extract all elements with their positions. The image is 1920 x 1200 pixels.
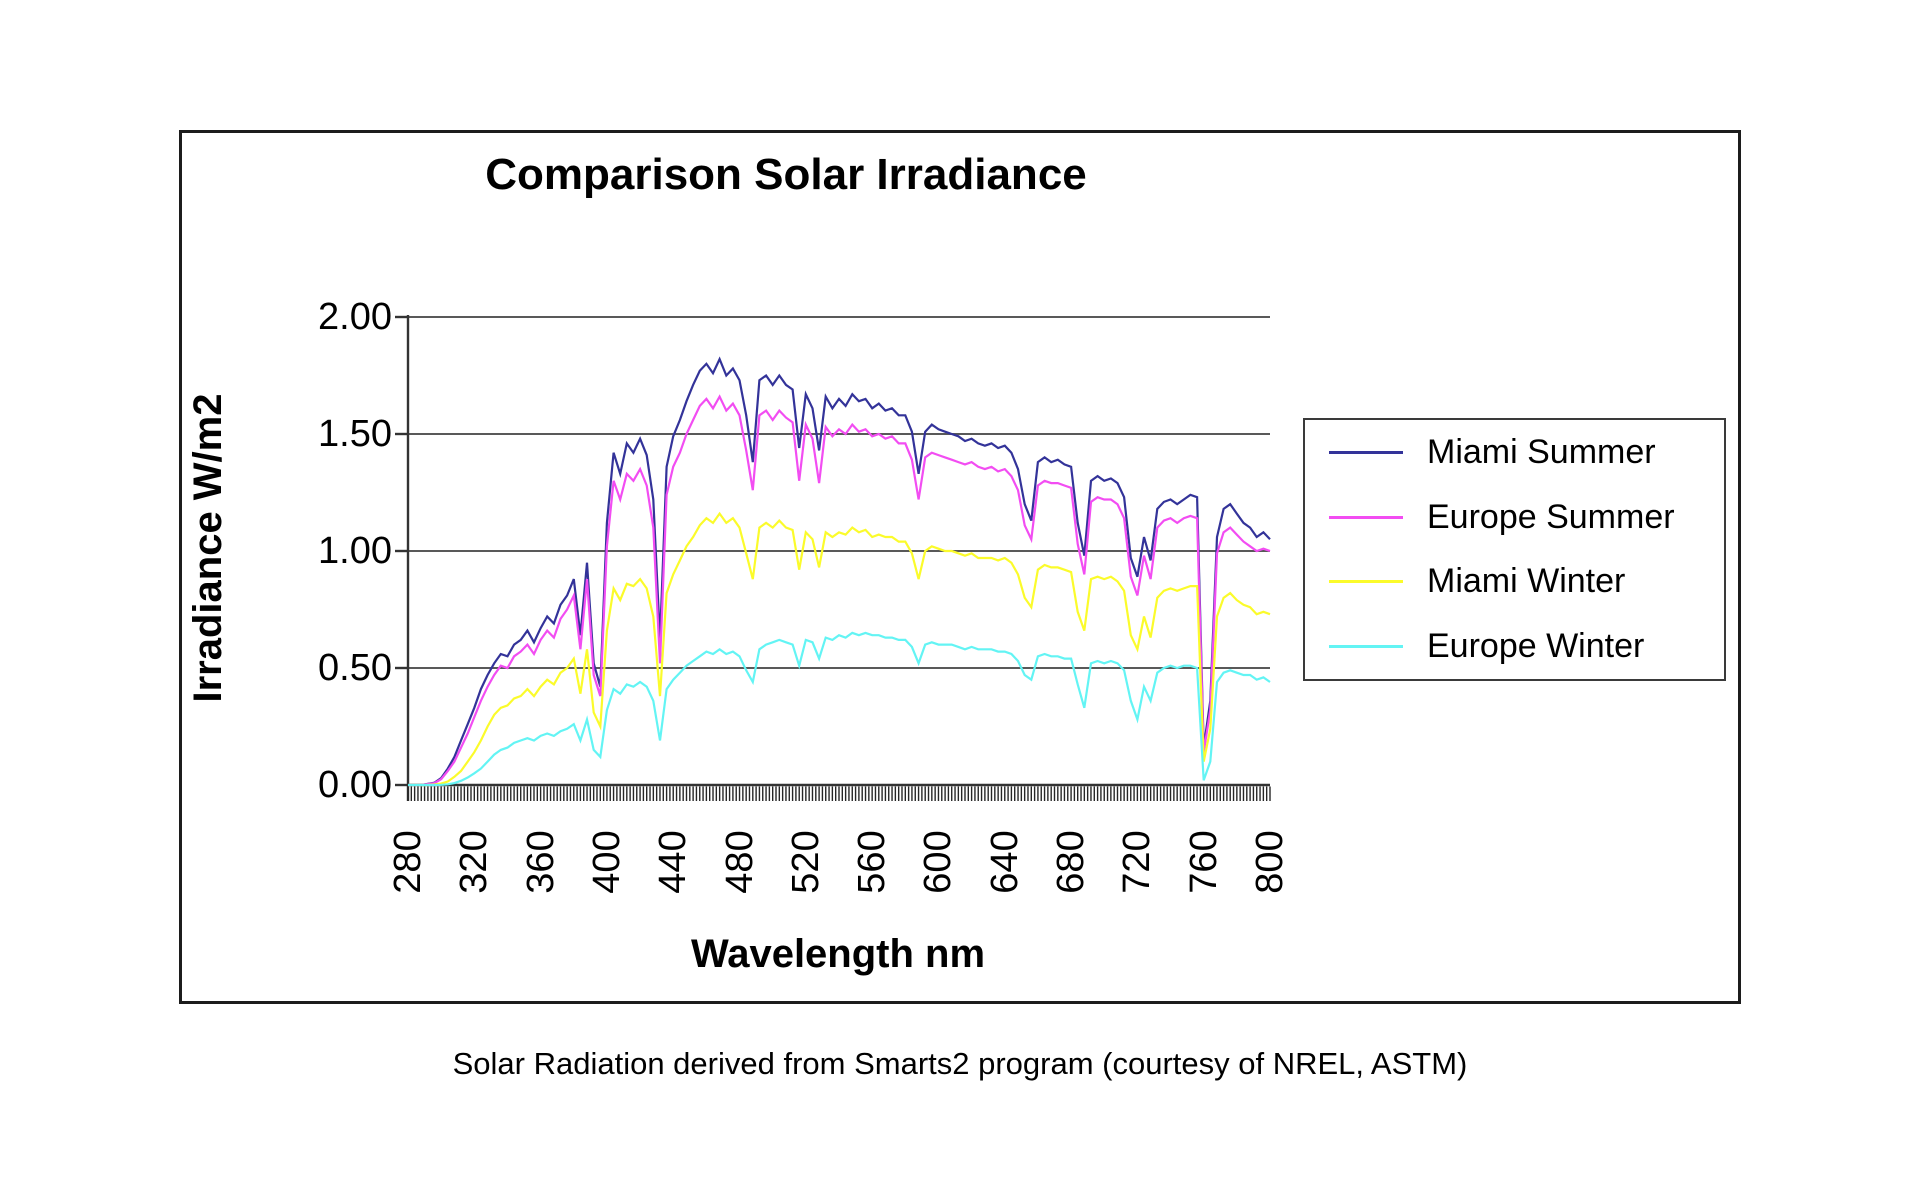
y-tick-label: 1.00 (318, 530, 392, 572)
x-tick-label: 680 (1050, 830, 1093, 894)
legend-label: Europe Winter (1427, 627, 1645, 666)
y-tick-label: 0.00 (318, 764, 392, 806)
x-tick-label: 360 (519, 830, 562, 894)
x-tick-label: 320 (453, 830, 496, 894)
x-axis-title: Wavelength nm (690, 932, 986, 976)
legend-label: Miami Summer (1427, 432, 1656, 471)
x-tick-label: 600 (917, 830, 960, 894)
legend-item-europe-summer: Europe Summer (1305, 498, 1724, 537)
y-tick-label: 2.00 (318, 296, 392, 338)
legend-label: Miami Winter (1427, 562, 1626, 601)
y-tick-label: 1.50 (318, 413, 392, 455)
series-line-europe-summer (408, 394, 1271, 787)
x-tick-label: 800 (1249, 830, 1291, 894)
legend: Miami Summer Europe Summer Miami Winter Eur… (1303, 418, 1726, 681)
legend-line-swatch (1329, 580, 1403, 584)
x-tick-label: 520 (784, 830, 827, 894)
legend-item-europe-winter: Europe Winter (1305, 627, 1724, 666)
legend-line-swatch (1329, 450, 1403, 454)
series-line-europe-winter (408, 631, 1271, 787)
legend-line-swatch (1329, 645, 1403, 649)
x-tick-label: 400 (585, 830, 628, 894)
legend-item-miami-summer: Miami Summer (1305, 433, 1724, 472)
chart-title: Comparison Solar Irradiance (485, 150, 1087, 199)
x-tick-label: 280 (387, 830, 429, 894)
x-tick-label: 760 (1182, 830, 1225, 894)
x-tick-label: 640 (983, 830, 1026, 894)
legend-line-swatch (1329, 515, 1403, 519)
series-line-miami-summer (408, 356, 1271, 787)
x-tick-label: 720 (1116, 830, 1159, 894)
x-tick-label: 440 (652, 830, 695, 894)
chart-outer-frame (179, 130, 1741, 1004)
series-line-miami-winter (408, 511, 1271, 787)
legend-label: Europe Summer (1427, 497, 1675, 536)
legend-item-miami-winter: Miami Winter (1305, 562, 1724, 601)
x-tick-label: 560 (851, 830, 894, 894)
figure-caption: Solar Radiation derived from Smarts2 pro… (452, 1046, 1468, 1081)
y-tick-label: 0.50 (318, 647, 392, 689)
x-tick-label: 480 (718, 830, 761, 894)
